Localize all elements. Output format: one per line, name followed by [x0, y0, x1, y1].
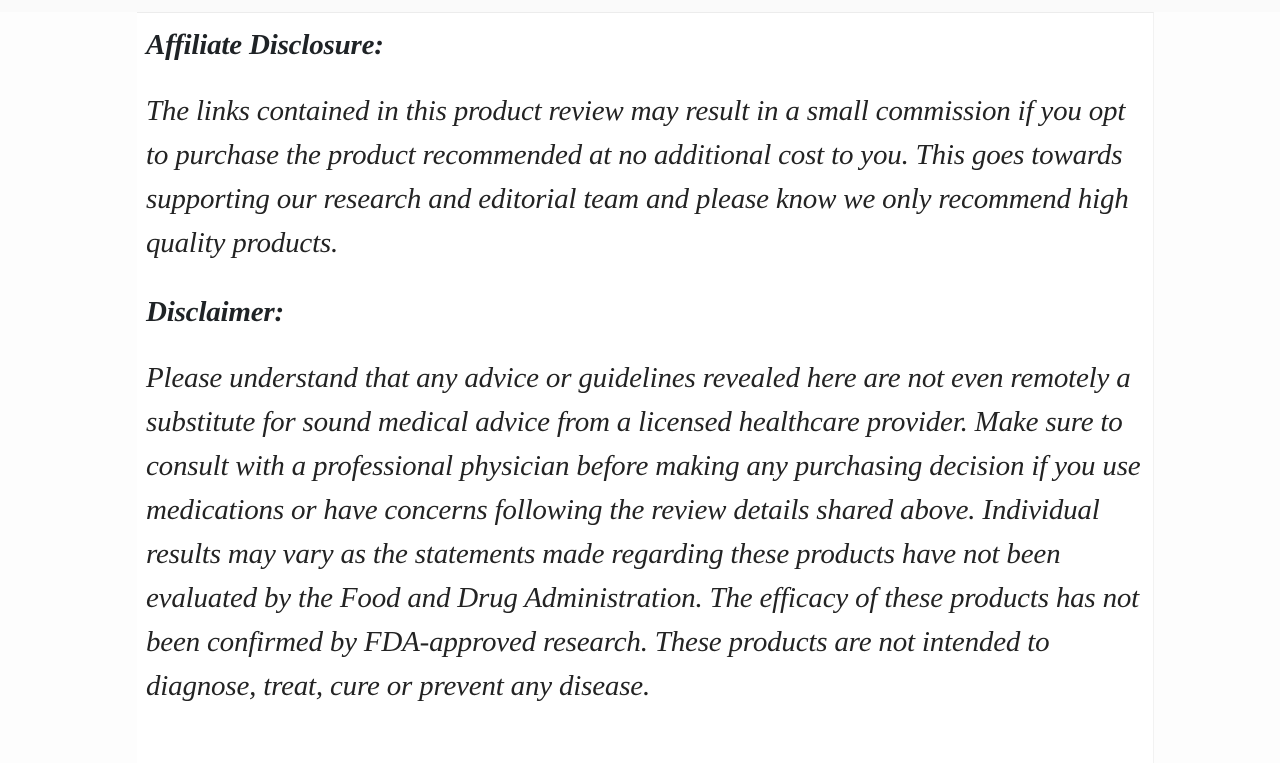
article-content-card: Affiliate Disclosure: The links containe… [137, 12, 1154, 763]
affiliate-disclosure-heading: Affiliate Disclosure: [146, 29, 384, 61]
disclaimer-paragraph: Please understand that any advice or gui… [146, 362, 1141, 702]
article-text-column: Affiliate Disclosure: The links containe… [146, 23, 1150, 733]
disclaimer-section: Disclaimer: Please understand that any a… [146, 290, 1150, 708]
affiliate-disclosure-paragraph: The links contained in this product revi… [146, 95, 1129, 259]
disclaimer-heading: Disclaimer: [146, 296, 284, 328]
page-top-edge-strip [0, 0, 1280, 12]
affiliate-disclosure-section: Affiliate Disclosure: The links containe… [146, 23, 1150, 265]
